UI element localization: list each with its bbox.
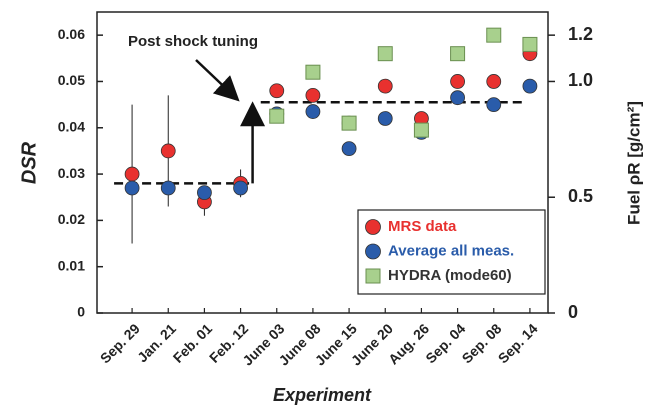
point bbox=[450, 46, 466, 62]
legend-label: HYDRA (mode60) bbox=[388, 267, 512, 284]
y2-tick-label: 0.5 bbox=[568, 186, 593, 206]
y2-tick-label: 0 bbox=[568, 302, 578, 322]
point bbox=[305, 87, 321, 103]
point bbox=[377, 46, 393, 62]
point bbox=[305, 64, 321, 80]
point bbox=[341, 115, 357, 131]
point bbox=[269, 83, 285, 99]
x-axis-label: Experiment bbox=[273, 385, 372, 405]
x-tick-label: Aug. 26 bbox=[385, 320, 432, 367]
legend-label: Average all meas. bbox=[388, 242, 514, 259]
point bbox=[377, 78, 393, 94]
point bbox=[522, 36, 538, 52]
point bbox=[160, 143, 176, 159]
point bbox=[124, 180, 140, 196]
point bbox=[486, 97, 502, 113]
x-tick-label: Sep. 14 bbox=[495, 320, 541, 366]
y2-tick-label: 1.2 bbox=[568, 24, 593, 44]
point bbox=[413, 122, 429, 138]
point bbox=[377, 111, 393, 126]
legend-label: MRS data bbox=[388, 218, 457, 235]
point bbox=[233, 180, 248, 196]
y-tick-label: 0.06 bbox=[58, 26, 85, 42]
y-tick-label: 0.01 bbox=[58, 257, 85, 273]
y2-tick-label: 1.0 bbox=[568, 70, 593, 90]
point bbox=[522, 78, 538, 94]
point bbox=[450, 90, 465, 106]
plot-frame bbox=[96, 11, 549, 314]
y-tick-label: 0.04 bbox=[58, 118, 85, 134]
y-tick-label: 0.02 bbox=[58, 211, 85, 227]
y2-axis-label: Fuel ρR [g/cm²] bbox=[624, 101, 643, 225]
legend-marker bbox=[365, 219, 381, 235]
point bbox=[197, 185, 212, 201]
point bbox=[160, 180, 176, 196]
annotation-arrow bbox=[195, 59, 240, 102]
point bbox=[486, 74, 502, 89]
point bbox=[486, 27, 502, 43]
y-tick-label: 0.05 bbox=[58, 72, 85, 88]
point bbox=[269, 108, 285, 124]
x-tick-label: Feb. 01 bbox=[170, 320, 216, 366]
point bbox=[124, 166, 140, 182]
y-tick-label: 0.03 bbox=[58, 165, 85, 181]
point bbox=[341, 141, 357, 157]
point bbox=[450, 74, 465, 89]
legend-marker bbox=[365, 243, 381, 260]
legend-marker bbox=[365, 268, 381, 284]
y-tick-label: 0 bbox=[77, 304, 85, 320]
y-axis-label: DSR bbox=[18, 141, 40, 184]
x-tick-label: Sep. 29 bbox=[97, 320, 143, 366]
legend-box bbox=[357, 209, 546, 295]
annotation: Post shock tuning bbox=[128, 33, 258, 50]
point bbox=[305, 104, 321, 119]
